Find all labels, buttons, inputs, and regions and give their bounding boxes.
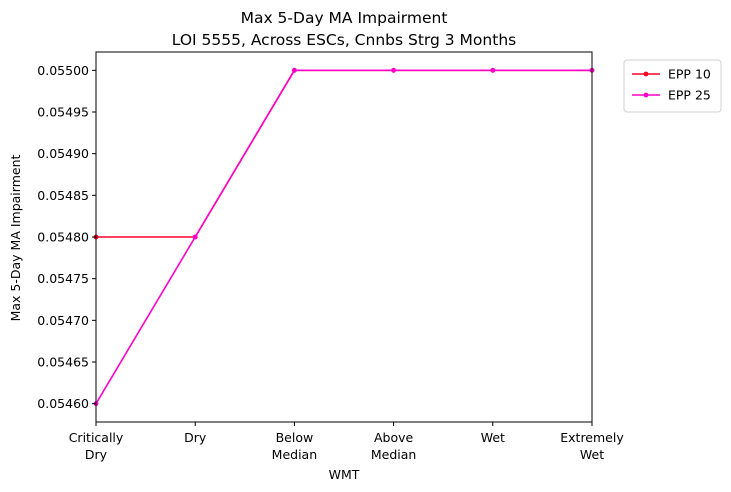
y-tick-label: 0.05490 xyxy=(37,146,89,161)
data-point xyxy=(490,67,496,73)
series-line-2 xyxy=(95,69,592,405)
legend: EPP 10 EPP 25 xyxy=(623,59,722,113)
y-tick-label: 0.05480 xyxy=(37,230,89,245)
series-line-1 xyxy=(96,69,592,238)
plot-area: 0.05460 0.05465 0.05470 0.05475 0.05480 0.054… xyxy=(37,51,624,462)
legend-box xyxy=(623,59,722,113)
x-tick-label: Critically Dry xyxy=(69,430,124,462)
data-point xyxy=(391,67,396,73)
chart-subtitle: LOI 5555, Across ESCs, Cnnbs Strg 3 Mont… xyxy=(172,31,516,49)
x-tick-label: Below Median xyxy=(272,430,317,462)
y-tick-label: 0.05470 xyxy=(37,313,89,328)
legend-label: EPP 25 xyxy=(668,88,711,103)
y-tick-label: 0.05465 xyxy=(37,355,89,370)
x-tick-label: Above Median xyxy=(371,430,416,462)
y-tick-label: 0.05500 xyxy=(37,63,89,78)
x-tick-label: Dry xyxy=(184,430,207,445)
y-tick-label: 0.05475 xyxy=(37,271,89,286)
x-tick-label: Wet xyxy=(481,430,505,445)
data-point xyxy=(192,234,198,240)
y-tick-label: 0.05495 xyxy=(37,105,89,120)
legend-label: EPP 10 xyxy=(668,67,711,82)
x-axis-label: WMT xyxy=(329,467,360,482)
y-tick-label: 0.05485 xyxy=(37,188,89,203)
legend-swatch-marker xyxy=(643,71,649,77)
y-tick-label: 0.05460 xyxy=(37,396,89,411)
legend-swatch-marker xyxy=(643,92,649,98)
chart-title: Max 5-Day MA Impairment xyxy=(241,9,448,27)
y-axis-label: Max 5-Day MA Impairment xyxy=(8,155,23,322)
data-point xyxy=(292,67,297,73)
x-tick-label: Extremely Wet xyxy=(560,430,624,462)
